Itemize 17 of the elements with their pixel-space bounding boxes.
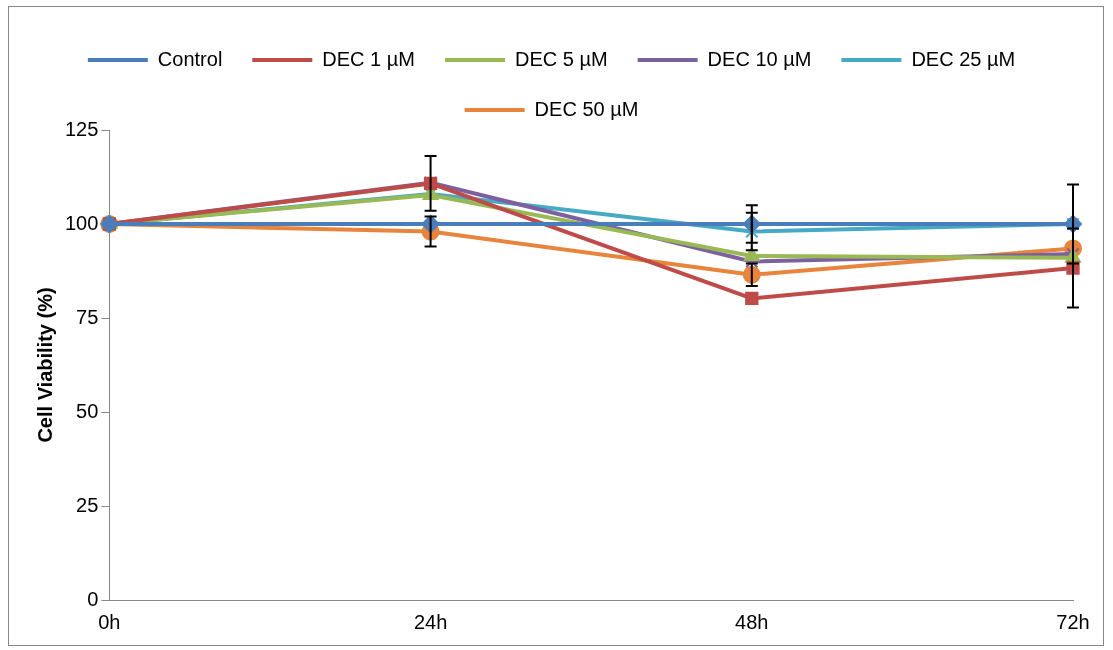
x-tick-label: 0h — [98, 610, 121, 633]
legend-label: Control — [157, 47, 223, 70]
legend-label: DEC 50 µM — [534, 97, 639, 120]
legend-label: DEC 5 µM — [514, 47, 608, 70]
y-tick-label: 125 — [64, 117, 99, 140]
x-tick-label: 72h — [1056, 610, 1090, 633]
legend-label: DEC 10 µM — [707, 47, 812, 70]
y-tick-label: 25 — [76, 493, 99, 516]
y-axis-title: Cell Viability (%) — [33, 287, 56, 443]
x-tick-label: 48h — [735, 610, 769, 633]
y-tick-label: 100 — [64, 211, 99, 234]
y-tick-label: 0 — [87, 587, 99, 610]
x-tick-label: 24h — [413, 610, 448, 633]
y-tick-label: 50 — [76, 399, 99, 422]
legend-label: DEC 1 µM — [322, 47, 415, 70]
legend-label: DEC 25 µM — [911, 47, 1016, 70]
y-tick-label: 75 — [76, 305, 99, 328]
